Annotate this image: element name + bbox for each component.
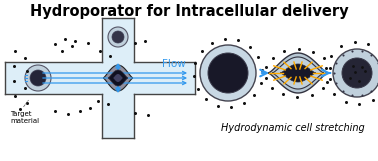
Bar <box>5 62 195 94</box>
Text: Target
material: Target material <box>10 111 39 124</box>
Ellipse shape <box>200 45 256 101</box>
Bar <box>134 94 195 138</box>
Ellipse shape <box>342 58 372 88</box>
Bar <box>134 18 195 62</box>
Ellipse shape <box>208 53 248 93</box>
Polygon shape <box>272 57 324 89</box>
Bar <box>102 18 134 138</box>
Polygon shape <box>108 70 128 86</box>
Polygon shape <box>280 64 316 82</box>
Bar <box>5 94 102 138</box>
Polygon shape <box>113 74 123 82</box>
Text: Hydroporator for Intracellular delivery: Hydroporator for Intracellular delivery <box>30 4 348 19</box>
Ellipse shape <box>30 70 46 86</box>
Polygon shape <box>268 53 328 93</box>
Ellipse shape <box>333 49 378 97</box>
Bar <box>5 18 102 62</box>
Text: Flow: Flow <box>162 59 186 69</box>
Ellipse shape <box>108 27 128 47</box>
Text: Hydrodynamic cell stretching: Hydrodynamic cell stretching <box>221 123 364 133</box>
Polygon shape <box>103 65 133 91</box>
Ellipse shape <box>112 31 124 43</box>
Ellipse shape <box>25 65 51 91</box>
